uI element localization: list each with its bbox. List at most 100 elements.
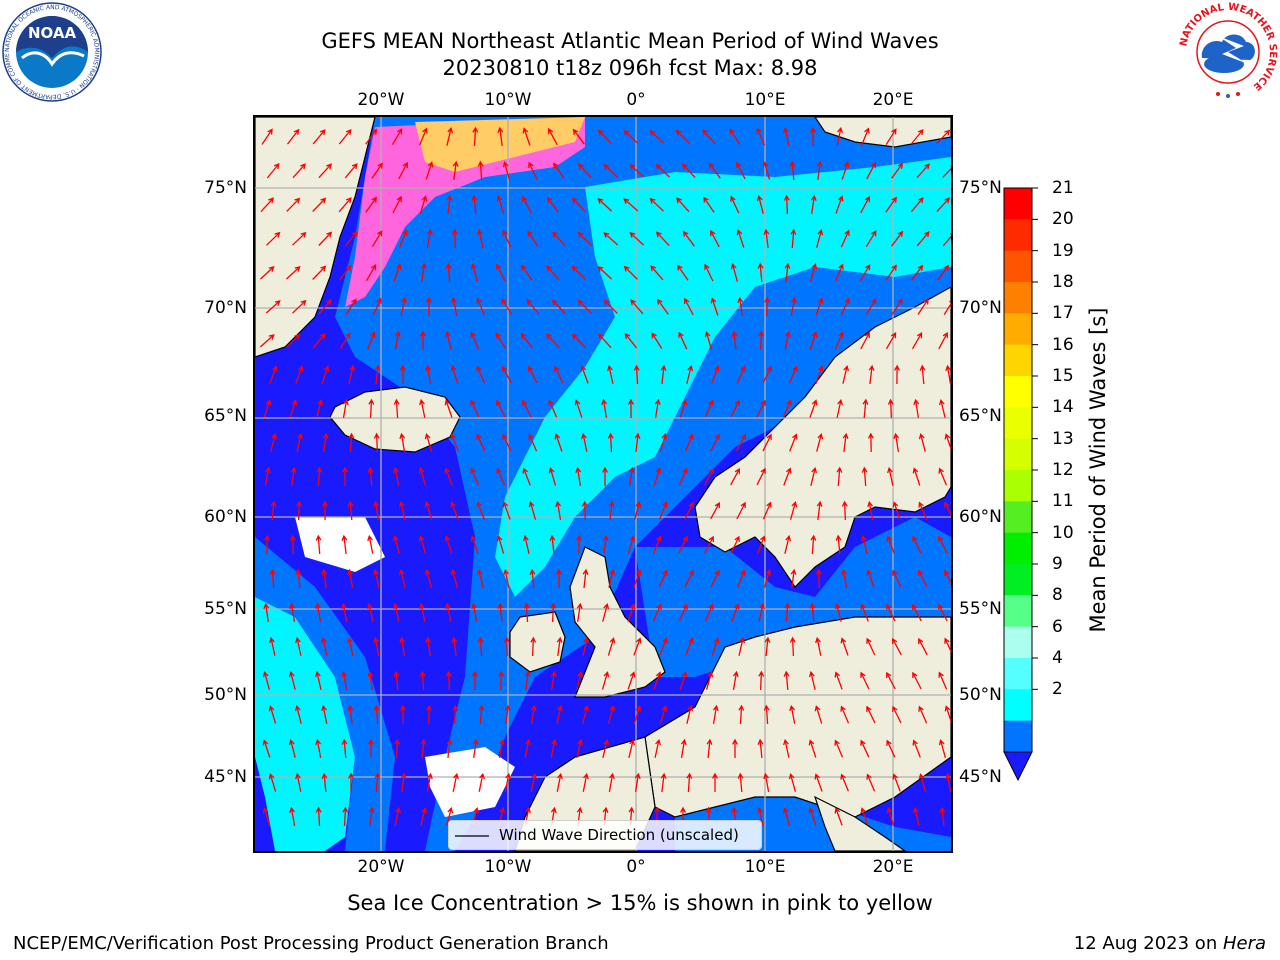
wave-direction-arrow: [729, 128, 741, 145]
wave-direction-arrow: [269, 636, 276, 656]
lon-label-top: 20°W: [357, 90, 405, 110]
wave-direction-arrow: [810, 126, 816, 147]
wave-direction-arrow: [815, 636, 822, 656]
wave-direction-arrow: [763, 704, 770, 725]
wave-direction-arrow: [374, 772, 381, 793]
wave-direction-arrow: [268, 773, 277, 792]
colorbar-segment: [1004, 501, 1032, 534]
lat-label-right: 45°N: [959, 767, 1002, 787]
wave-direction-arrow: [261, 128, 273, 145]
wave-direction-arrow: [634, 432, 641, 452]
wave-direction-arrow: [816, 228, 824, 248]
wave-direction-arrow: [865, 298, 877, 316]
wave-direction-arrow: [944, 705, 951, 724]
wave-direction-arrow: [678, 467, 688, 486]
wave-direction-arrow: [502, 229, 512, 248]
wave-direction-arrow: [472, 738, 479, 758]
wave-direction-arrow: [289, 534, 296, 555]
wave-direction-arrow: [266, 162, 280, 179]
colorbar-tick-label: 11: [1052, 491, 1074, 512]
wave-direction-arrow: [394, 806, 401, 826]
chart-title-line1: GEFS MEAN Northeast Atlantic Mean Period…: [321, 29, 939, 53]
wave-direction-arrow: [628, 398, 634, 419]
wave-direction-arrow: [419, 330, 426, 351]
wave-direction-arrow: [938, 603, 948, 622]
wave-direction-arrow: [834, 807, 843, 826]
wave-direction-arrow: [321, 636, 328, 656]
sea-ice-note: Sea Ice Concentration > 15% is shown in …: [347, 891, 933, 915]
wave-direction-arrow: [400, 296, 407, 316]
wave-direction-arrow: [783, 738, 790, 758]
wave-direction-arrow: [502, 501, 511, 520]
wave-direction-arrow: [452, 704, 459, 725]
wave-direction-arrow: [708, 162, 721, 179]
wave-direction-arrow: [652, 535, 662, 554]
wave-direction-arrow: [653, 467, 662, 486]
wave-direction-arrow: [602, 738, 610, 758]
wave-direction-arrow: [367, 602, 374, 622]
footer-machine: Hera: [1222, 933, 1266, 954]
wave-direction-arrow: [652, 603, 662, 622]
wave-direction-arrow: [530, 636, 537, 657]
wave-direction-arrow: [892, 705, 902, 724]
wave-direction-arrow: [815, 568, 822, 589]
wave-direction-arrow: [887, 398, 894, 419]
wave-direction-arrow: [710, 229, 720, 248]
wave-direction-arrow: [737, 772, 744, 793]
wave-direction-arrow: [581, 500, 588, 521]
wave-direction-arrow: [809, 399, 818, 418]
colorbar: [1003, 187, 1038, 782]
wave-direction-arrow: [763, 772, 770, 793]
wave-direction-arrow: [678, 603, 688, 622]
wave-direction-arrow: [816, 160, 823, 180]
wave-direction-arrow: [576, 534, 583, 555]
wave-direction-arrow: [296, 500, 303, 521]
wave-direction-arrow: [737, 569, 746, 588]
wave-direction-arrow: [810, 194, 817, 214]
wave-direction-arrow: [262, 807, 271, 826]
wave-direction-arrow: [809, 262, 818, 282]
wave-direction-arrow: [347, 568, 354, 589]
lon-label-bottom: 10°E: [744, 857, 786, 877]
wave-direction-arrow: [840, 229, 850, 248]
wave-direction-arrow: [341, 534, 348, 554]
wave-direction-arrow: [942, 165, 951, 178]
wave-direction-arrow: [296, 432, 303, 452]
wave-direction-arrow: [603, 163, 619, 178]
wave-direction-arrow: [912, 467, 921, 486]
wave-direction-arrow: [548, 467, 557, 486]
colorbar-extend-triangle: [1003, 751, 1033, 782]
wave-direction-arrow: [758, 670, 765, 691]
wave-direction-arrow: [684, 501, 694, 520]
lon-label-top: 20°E: [872, 90, 914, 110]
wave-direction-arrow: [290, 466, 297, 486]
wave-direction-arrow: [420, 738, 427, 759]
wave-direction-arrow: [629, 231, 645, 246]
wave-direction-arrow: [810, 534, 817, 555]
wave-direction-arrow: [704, 535, 714, 554]
wave-direction-arrow: [894, 364, 900, 385]
wave-direction-arrow: [710, 569, 720, 588]
lat-label-right: 65°N: [959, 406, 1002, 426]
wave-direction-arrow: [836, 466, 843, 487]
wave-direction-arrow: [623, 265, 638, 280]
lon-label-top: 0°: [626, 90, 646, 110]
wave-direction-arrow: [834, 739, 844, 758]
wave-direction-arrow: [503, 636, 510, 657]
wave-direction-arrow: [840, 773, 850, 792]
wave-direction-arrow: [528, 161, 538, 180]
colorbar-segment: [1004, 720, 1032, 753]
wave-direction-arrow: [789, 501, 798, 520]
wave-direction-arrow: [478, 704, 485, 725]
wave-direction-arrow: [498, 670, 505, 691]
wave-direction-arrow: [420, 262, 427, 282]
wave-direction-arrow: [859, 264, 871, 282]
wave-direction-arrow: [886, 739, 896, 758]
wave-direction-arrow: [295, 772, 302, 792]
wave-direction-arrow: [886, 671, 896, 690]
wave-direction-arrow: [470, 535, 479, 554]
wave-direction-arrow: [365, 264, 377, 282]
wave-direction-arrow: [704, 467, 714, 486]
wave-direction-arrow: [288, 739, 296, 758]
wave-direction-arrow: [444, 535, 453, 554]
